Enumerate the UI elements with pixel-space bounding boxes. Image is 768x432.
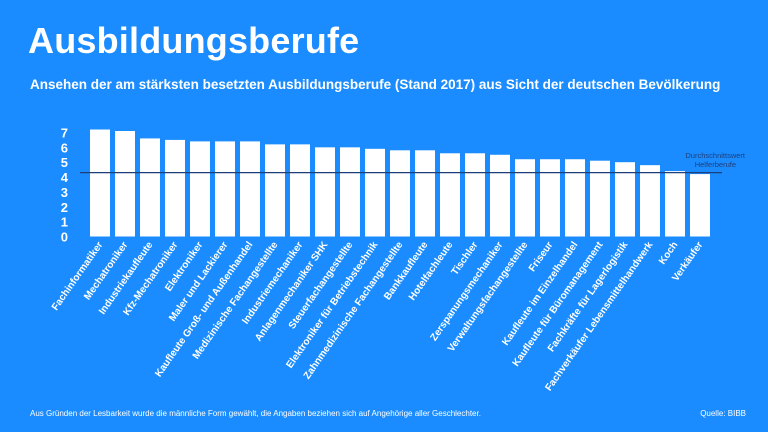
bar: [565, 159, 585, 237]
bar: [215, 141, 235, 237]
bar: [640, 165, 660, 237]
bar: [115, 130, 135, 237]
bar: [490, 154, 510, 237]
bar: [190, 141, 210, 237]
page-subtitle: Ansehen der am stärksten besetzten Ausbi…: [30, 77, 721, 92]
bar: [340, 147, 360, 237]
bar: [690, 174, 710, 237]
y-tick-label: 3: [61, 185, 68, 200]
page-title: Ausbildungsberufe: [28, 20, 360, 61]
footnote: Aus Gründen der Lesbarkeit wurde die män…: [30, 409, 481, 418]
bar: [415, 150, 435, 237]
bar: [290, 144, 310, 237]
bar: [665, 171, 685, 237]
bar: [540, 159, 560, 237]
bar: [240, 141, 260, 237]
bar: [365, 148, 385, 237]
y-tick-label: 2: [61, 200, 68, 215]
x-tick-label: Koch: [657, 240, 680, 267]
bar: [390, 150, 410, 237]
y-tick-label: 7: [61, 125, 68, 140]
source-note: Quelle: BIBB: [700, 409, 746, 418]
y-tick-label: 4: [61, 170, 69, 185]
bar: [465, 153, 485, 237]
bar: [440, 153, 460, 237]
y-tick-label: 0: [61, 230, 68, 245]
bar: [315, 147, 335, 237]
reference-line-label: Helferberufe: [695, 160, 736, 169]
y-tick-label: 1: [61, 215, 68, 230]
bar: [90, 129, 110, 237]
bar: [140, 138, 160, 237]
y-tick-label: 6: [61, 140, 68, 155]
bar: [165, 139, 185, 237]
bar: [515, 159, 535, 237]
y-tick-label: 5: [61, 155, 68, 170]
bar: [615, 162, 635, 237]
bar: [265, 144, 285, 237]
bar: [590, 160, 610, 237]
reference-line-label: Durchschnittswert: [685, 151, 746, 160]
